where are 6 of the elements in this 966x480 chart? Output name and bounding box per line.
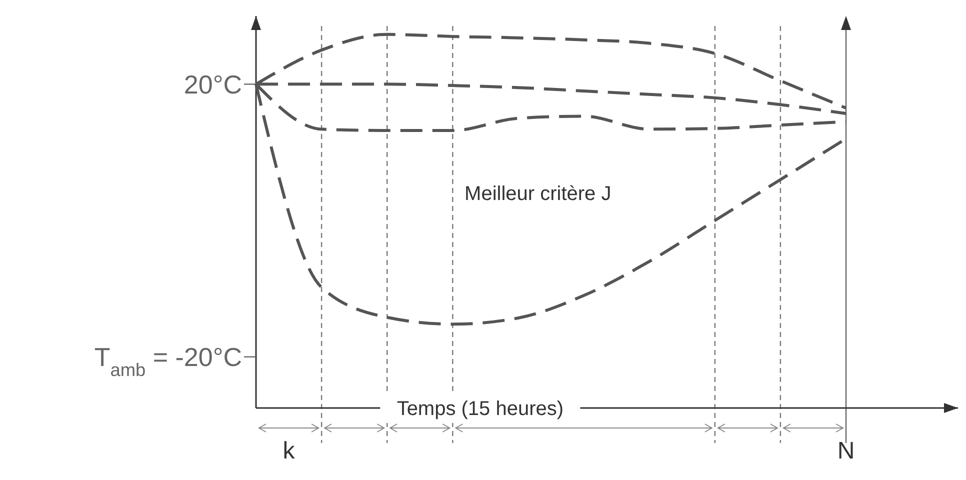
text: k (282, 437, 296, 464)
y-tick-label: 20°C (184, 69, 242, 100)
x-axis-title: Temps (15 heures) (396, 398, 564, 420)
annotation: Meilleur critère J (464, 183, 612, 206)
y-tick-label: T$_{amb}$ = -20°C (94, 342, 242, 380)
x-tick-label: N (837, 437, 855, 464)
